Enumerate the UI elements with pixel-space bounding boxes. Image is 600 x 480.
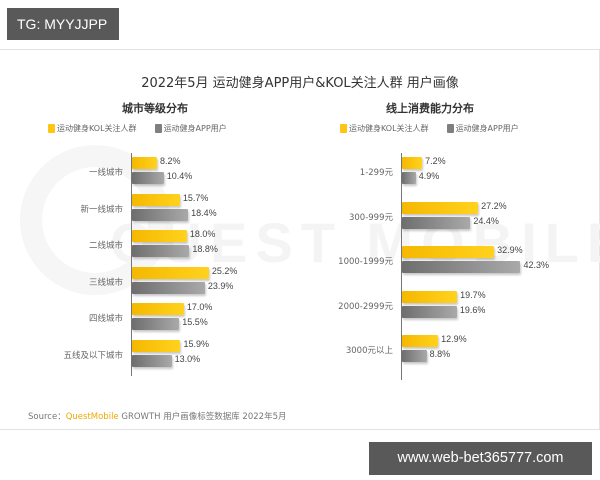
kol-bar	[402, 335, 439, 347]
app-bar	[132, 281, 205, 294]
app-bar	[402, 172, 416, 184]
value-label: 32.9%	[497, 245, 523, 255]
app-bar	[132, 318, 180, 330]
value-label: 7.2%	[425, 156, 446, 166]
app-bar	[402, 216, 471, 229]
category-label: 四线城市	[88, 314, 123, 324]
top-watermark-badge: TG: MYYJJPP	[7, 8, 119, 40]
app-bar	[402, 305, 457, 318]
category-label: 300-999元	[348, 212, 393, 223]
value-label: 24.4%	[473, 215, 499, 226]
kol-bar	[132, 303, 184, 315]
value-label: 15.5%	[182, 317, 208, 327]
app-bar	[132, 208, 189, 221]
value-label: 18.0%	[189, 229, 216, 239]
value-label: 19.6%	[459, 304, 486, 315]
kol-bar	[132, 339, 181, 352]
left-chart-legend: 运动健身KOL关注人群 运动健身APP用户	[48, 123, 227, 134]
legend-swatch-yellow-icon	[48, 124, 55, 133]
value-label: 12.9%	[441, 334, 467, 344]
value-label: 18.4%	[191, 207, 217, 218]
legend-swatch-yellow-icon	[340, 124, 347, 133]
legend-swatch-gray-icon	[446, 124, 454, 133]
source-note: Source：QuestMobile GROWTH 用户画像标签数据库 2022…	[28, 412, 287, 422]
infographic-card: QUEST MOBILE 2022年5月 运动健身APP用户&KOL关注人群 用…	[0, 49, 600, 430]
value-label: 8.8%	[429, 349, 451, 359]
chart-axis	[401, 153, 402, 380]
app-bar	[132, 354, 172, 367]
kol-bar	[402, 290, 458, 303]
legend-item-app: 运动健身APP用户	[446, 123, 519, 134]
value-label: 13.0%	[174, 353, 201, 364]
category-label: 1000-1999元	[338, 257, 393, 267]
value-label: 42.3%	[523, 260, 549, 270]
kol-bar	[402, 157, 423, 169]
chart-axis	[131, 153, 132, 376]
category-label: 新一线城市	[80, 204, 123, 215]
value-label: 18.8%	[192, 244, 218, 254]
value-label: 8.2%	[160, 156, 181, 166]
legend-item-kol: 运动健身KOL关注人群	[340, 123, 429, 134]
category-label: 五线及以下城市	[63, 350, 123, 361]
kol-bar	[402, 201, 479, 214]
value-label: 25.2%	[211, 265, 238, 276]
bottom-watermark-badge: www.web-bet365777.com	[369, 442, 592, 475]
app-bar	[132, 172, 164, 184]
category-label: 一线城市	[88, 168, 123, 178]
left-chart-title: 城市等级分布	[122, 102, 188, 115]
kol-bar	[132, 157, 157, 169]
legend-item-kol: 运动健身KOL关注人群	[48, 123, 137, 134]
value-label: 4.9%	[418, 171, 440, 181]
kol-bar	[132, 193, 180, 206]
app-bar	[402, 261, 521, 273]
right-chart-legend: 运动健身KOL关注人群 运动健身APP用户	[340, 123, 519, 134]
value-label: 10.4%	[166, 171, 193, 181]
kol-bar	[402, 246, 495, 258]
kol-bar	[132, 230, 187, 242]
category-label: 1-299元	[359, 168, 393, 178]
legend-item-app: 运动健身APP用户	[154, 123, 227, 134]
category-label: 二线城市	[88, 241, 123, 251]
value-label: 15.7%	[182, 192, 209, 203]
kol-bar	[132, 266, 209, 279]
category-label: 3000元以上	[345, 346, 393, 356]
value-label: 19.7%	[460, 289, 486, 300]
value-label: 15.9%	[183, 338, 210, 349]
value-label: 23.9%	[207, 280, 234, 291]
category-label: 三线城市	[88, 277, 123, 288]
value-label: 27.2%	[481, 200, 507, 211]
app-bar	[402, 350, 427, 362]
app-bar	[132, 245, 190, 257]
legend-swatch-gray-icon	[154, 124, 162, 133]
value-label: 17.0%	[186, 302, 213, 312]
right-chart-title: 线上消费能力分布	[386, 102, 474, 115]
category-label: 2000-2999元	[338, 301, 393, 312]
page-title: 2022年5月 运动健身APP用户&KOL关注人群 用户画像	[141, 76, 459, 91]
